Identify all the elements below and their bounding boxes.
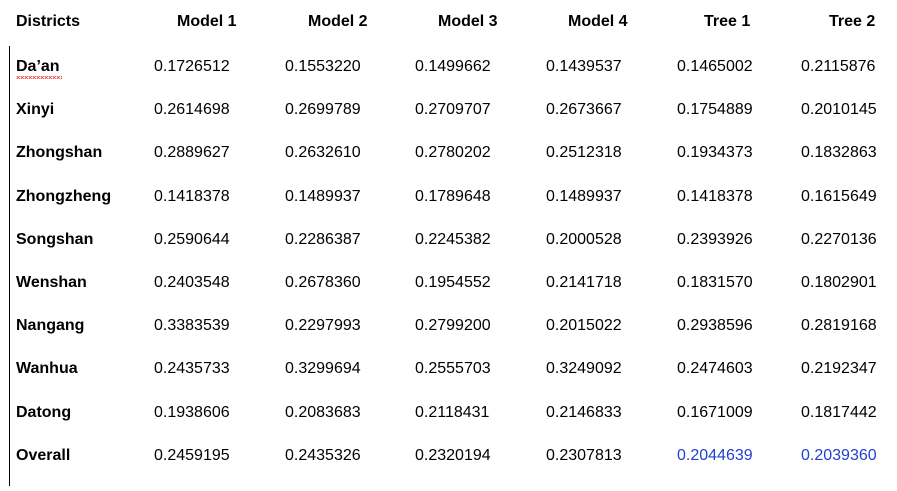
district: Da’an	[16, 58, 60, 75]
value: 0.2118431	[415, 403, 490, 421]
left-border	[9, 46, 10, 486]
value: 0.2555703	[415, 360, 491, 378]
head: Model 1	[177, 13, 237, 30]
value: 0.2286387	[285, 230, 361, 248]
value: 0.2141718	[546, 274, 622, 291]
value: 0.2474603	[677, 360, 753, 378]
district: Zhongshan	[16, 144, 103, 162]
value: 0.1465002	[677, 58, 753, 75]
value: 0.1754889	[677, 101, 753, 119]
value: 0.1817442	[801, 403, 877, 421]
value: 0.2590644	[154, 230, 230, 248]
value: 0.2780202	[415, 144, 491, 162]
value: 0.2435733	[154, 360, 230, 378]
district: Songshan	[16, 230, 94, 248]
value: 0.2819168	[801, 317, 877, 335]
value: 0.2245382	[415, 230, 491, 248]
value: 0.2403548	[154, 274, 230, 291]
district: Datong	[16, 403, 72, 421]
head: Tree 2	[829, 13, 876, 30]
district: Nangang	[16, 317, 85, 335]
value: 0.2512318	[546, 144, 622, 162]
value: 0.2699789	[285, 101, 361, 119]
head: Model 3	[438, 13, 498, 30]
value: 0.1489937	[546, 187, 622, 205]
district: Wenshan	[16, 274, 87, 291]
value: 0.1938606	[154, 403, 230, 421]
value: 0.2632610	[285, 144, 361, 162]
value: 0.1489937	[285, 187, 361, 205]
value: 0.3383539	[154, 317, 230, 335]
value: 0.1802901	[801, 274, 877, 291]
value: 0.1671009	[677, 403, 753, 421]
value: 0.2039360	[801, 446, 877, 464]
value: 0.1831570	[677, 274, 753, 291]
value: 0.2673667	[546, 101, 622, 119]
head: Model 4	[568, 13, 628, 30]
district: Wanhua	[16, 360, 78, 378]
value: 0.2889627	[154, 144, 230, 162]
value: 0.2297993	[285, 317, 361, 335]
value: 0.2307813	[546, 446, 622, 464]
value: 0.3299694	[285, 360, 361, 378]
value: 0.2678360	[285, 274, 361, 291]
value: 0.2192347	[801, 360, 877, 378]
value: 0.2015022	[546, 317, 622, 335]
value: 0.1499662	[415, 58, 491, 75]
value: 0.1789648	[415, 187, 491, 205]
value: 0.1954552	[415, 274, 491, 291]
value: 0.1439537	[546, 58, 622, 75]
value: 0.1832863	[801, 144, 877, 162]
value: 0.2709707	[415, 101, 491, 119]
value: 0.3249092	[546, 360, 622, 378]
value: 0.2044639	[677, 446, 753, 464]
value: 0.1726512	[154, 58, 230, 75]
head: Tree 1	[704, 13, 751, 30]
value: 0.2083683	[285, 403, 361, 421]
value: 0.2010145	[801, 101, 877, 119]
district: Xinyi	[16, 101, 55, 119]
value: 0.2000528	[546, 230, 622, 248]
district: Zhongzheng	[16, 187, 112, 205]
value: 0.1615649	[801, 187, 877, 205]
value: 0.2799200	[415, 317, 491, 335]
value: 0.2614698	[154, 101, 230, 119]
value: 0.2146833	[546, 403, 622, 421]
value: 0.2320194	[415, 446, 491, 464]
value: 0.2938596	[677, 317, 753, 335]
value: 0.2393926	[677, 230, 753, 248]
value: 0.2459195	[154, 446, 230, 464]
head: Districts	[16, 13, 81, 30]
value: 0.1418378	[677, 187, 753, 205]
value: 0.1553220	[285, 58, 361, 75]
district: Overall	[16, 446, 71, 464]
value: 0.2270136	[801, 230, 877, 248]
value: 0.1934373	[677, 144, 753, 162]
value: 0.1418378	[154, 187, 230, 205]
spellcheck-underline	[16, 76, 62, 79]
value: 0.2435326	[285, 446, 361, 464]
head: Model 2	[308, 13, 368, 30]
value: 0.2115876	[801, 58, 876, 75]
